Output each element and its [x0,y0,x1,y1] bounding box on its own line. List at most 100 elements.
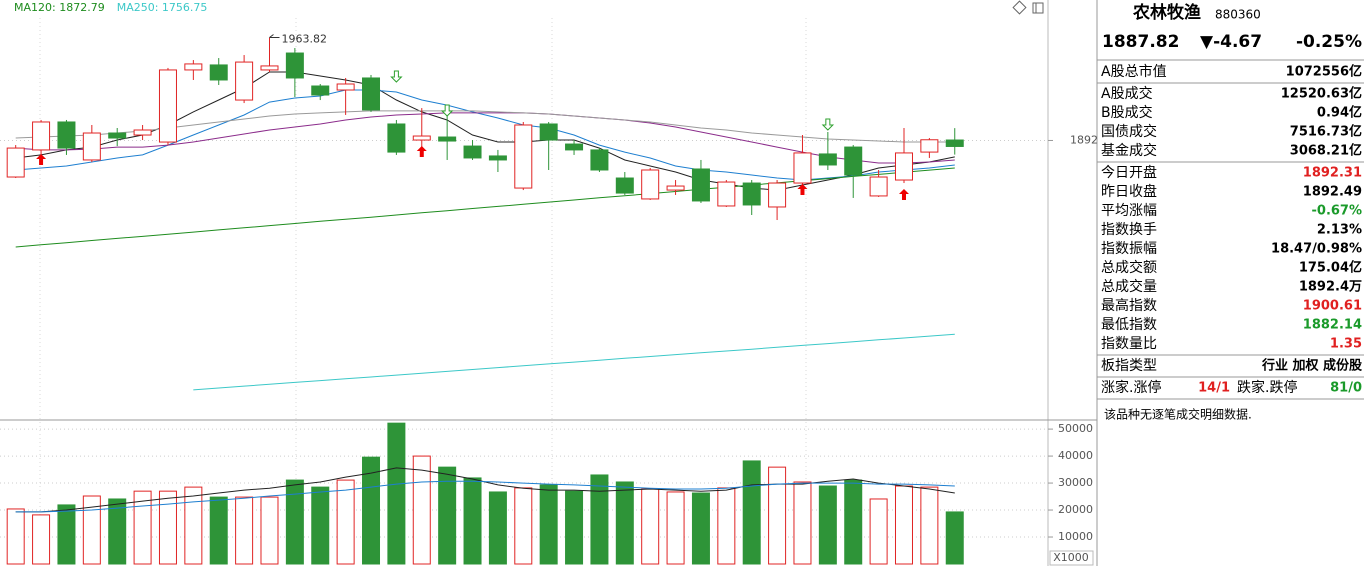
candle-body [133,129,152,136]
date-separators [39,18,807,566]
candle-body [488,155,507,161]
volume-bar [387,422,406,565]
y-tick-label: 50000 [1058,422,1093,435]
volume-bar [691,492,710,565]
y-tick-label: 40000 [1058,449,1093,462]
candle-body [57,121,76,149]
price-change-pct: -0.25% [1296,32,1362,52]
volume-bar [945,511,964,565]
candle-body [615,177,634,194]
field-value: 1882.14 [1303,318,1362,333]
candle-body [6,147,25,178]
y-tick-label: 20000 [1058,503,1093,516]
volume-bar [666,491,685,565]
candle-body [742,182,761,206]
candle-body [768,182,787,208]
volume-bar [514,487,533,565]
volume-bar [844,479,863,565]
icon-diamond[interactable] [1012,0,1027,15]
candle-body [869,176,888,197]
unit-box [1049,550,1094,566]
candle-body [260,65,279,71]
volume-bar [209,496,228,565]
sell-signal [390,70,403,83]
field-value: 1.35 [1330,337,1362,352]
price-change: ▼-4.67 [1200,32,1262,52]
field-label: 基金成交 [1101,142,1157,159]
volume-bar [818,485,837,565]
field-value: 1892.4万 [1299,280,1362,295]
candle-body [82,132,101,161]
volume-bar [362,456,381,565]
field-value: 2.13% [1317,223,1362,238]
volume-bar [768,466,787,565]
candle-body [32,121,51,151]
volume-ma-line [15,480,955,513]
candle-body [311,85,330,96]
volume-bar [32,514,51,565]
candle-body [362,77,381,111]
volume-bar [133,490,152,565]
volume-bar [82,495,101,565]
sell-signal [821,118,835,131]
field-value: 1072556亿 [1286,64,1362,80]
volume-bar [920,486,939,565]
candle-body [387,123,406,153]
legend-entry: MA120: 1872.79 [14,1,105,14]
volume-bar [412,455,431,565]
buy-signal [898,189,909,200]
icon-window[interactable] [1032,2,1044,14]
field-label: 指数振幅 [1101,241,1157,257]
sell-signal [440,104,454,117]
candle-body [920,139,939,153]
volume-bar [742,460,761,565]
candle-body [641,169,660,200]
field-value: 12520.63亿 [1281,86,1362,102]
field-value: 1892.49 [1303,185,1362,200]
candle-body [590,149,609,171]
candle-body [463,145,482,159]
candle-body [158,69,177,143]
volume-bar [869,498,888,565]
breadth-label: 跌家.跌停 [1237,379,1297,396]
high-annotation: 1963.82 [281,33,327,46]
axis-unit: X1000 [1053,551,1089,564]
volume-bar [311,486,330,565]
field-label: 指数量比 [1101,336,1157,352]
candle-body [514,124,533,189]
volume-bar [184,486,203,565]
candle-body [184,63,203,71]
candle-body [412,135,431,141]
y-tick-label: 10000 [1058,530,1093,543]
legend-entry: MA250: 1756.75 [117,1,208,14]
candle-body [235,61,254,101]
field-label: 最高指数 [1101,297,1157,314]
volume-bar [438,466,457,565]
breadth-value: 81/0 [1330,381,1362,396]
candle-body [717,181,736,207]
field-label: B股成交 [1101,104,1153,121]
volume-bar [590,474,609,565]
buy-signal [36,154,47,165]
volume-bar [285,479,304,565]
annotation-pointer [269,34,280,39]
note: 该品种无逐笔成交明细数据. [1104,407,1252,422]
candle-body [108,132,127,139]
field-label: 昨日收盘 [1101,183,1157,200]
sector-name: 农林牧渔 [1132,2,1201,23]
buy-signal [797,184,808,195]
candle-body [818,153,837,166]
candle-body [793,152,812,184]
field-value: 1892.31 [1303,166,1362,181]
volume-bar [565,490,584,565]
field-label: 总成交量 [1101,278,1157,295]
y-tick-label: 1892 [1070,133,1098,146]
field-label: 最低指数 [1101,317,1157,333]
y-tick-label: 30000 [1058,476,1093,489]
price: 1887.82 [1102,32,1179,52]
field-label: 总成交额 [1101,259,1157,276]
volume-bar [488,491,507,565]
candle-body [565,143,584,151]
candle-body [945,139,964,147]
candle-body [894,152,913,181]
